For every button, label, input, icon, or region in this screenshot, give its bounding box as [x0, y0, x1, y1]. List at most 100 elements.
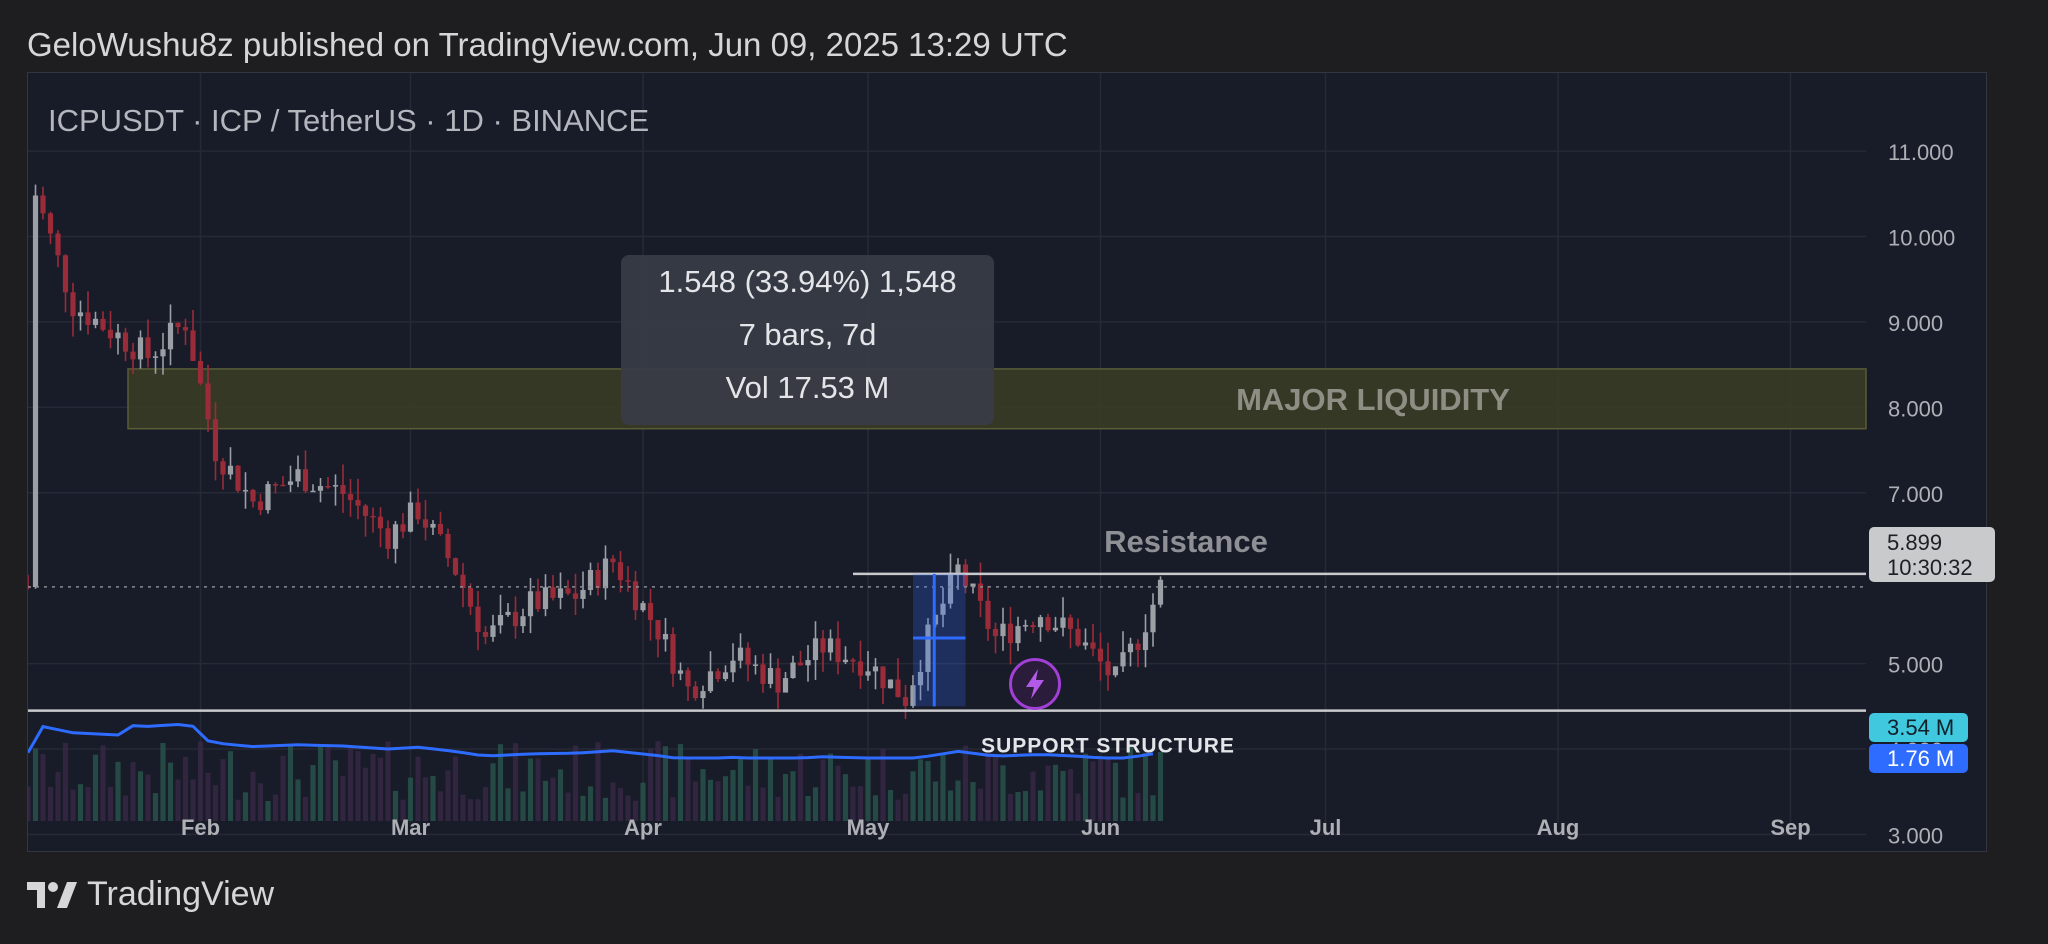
volume-bar: [985, 752, 991, 821]
volume-bar: [805, 795, 811, 821]
volume-bar: [362, 767, 369, 821]
volume-bar: [572, 745, 579, 821]
volume-bar: [970, 782, 976, 821]
volume-bar: [865, 757, 871, 821]
symbol-title: ICPUSDT · ICP / TetherUS · 1D · BINANCE: [48, 103, 650, 138]
volume-bar: [797, 753, 804, 821]
candle-body: [977, 583, 984, 601]
volume-bar: [722, 776, 729, 821]
volume-bar: [1007, 794, 1014, 821]
candle-body: [917, 671, 924, 686]
candle-body: [677, 670, 684, 674]
candle-body: [167, 322, 174, 350]
volume-bar: [28, 786, 31, 821]
resistance-label: Resistance: [1104, 524, 1268, 559]
volume-bar: [932, 781, 939, 821]
candle-body: [242, 489, 249, 492]
candle-body: [377, 516, 384, 529]
candle-body: [32, 195, 39, 588]
volume-bar: [505, 788, 511, 821]
candle-body: [1127, 643, 1134, 653]
volume-bar: [265, 800, 271, 821]
volume-bar: [962, 745, 969, 821]
volume-badge-ma: 3.54 M: [1869, 713, 1968, 742]
volume-bar: [977, 788, 984, 821]
candle-body: [797, 662, 804, 666]
volume-bar: [655, 741, 661, 821]
volume-bar: [355, 751, 361, 821]
chart-panel[interactable]: 11.00010.0009.0008.0007.0005.0004.0003.0…: [27, 72, 1987, 852]
volume-bar: [1030, 771, 1036, 821]
volume-bar: [122, 795, 129, 821]
tradingview-footer[interactable]: TradingView: [27, 875, 274, 914]
volume-bar: [1075, 793, 1081, 821]
candle-body: [190, 330, 196, 361]
volume-bar: [820, 759, 826, 821]
volume-bar: [760, 787, 766, 821]
volume-bar: [632, 800, 639, 821]
candle-body: [100, 318, 106, 330]
candle-body: [340, 485, 346, 495]
y-tick-label: 11.000: [1888, 140, 1954, 165]
candle-body: [842, 659, 849, 663]
candle-body: [880, 666, 886, 689]
candle-body: [685, 670, 691, 687]
candle-body: [107, 329, 114, 339]
candle-body: [205, 383, 211, 420]
candle-body: [662, 633, 669, 640]
candle-body: [497, 615, 504, 626]
volume-badge-ma-label: 3.54 M: [1887, 715, 1955, 740]
candle-body: [535, 591, 541, 610]
volume-bar: [1090, 761, 1096, 821]
volume-bar: [1157, 752, 1164, 821]
volume-bar: [55, 771, 61, 821]
candle-body: [730, 660, 736, 673]
candle-body: [287, 481, 294, 485]
y-tick-label: 10.000: [1888, 226, 1955, 251]
x-tick-label: Mar: [391, 815, 431, 840]
volume-bar: [160, 742, 166, 821]
candle-body: [625, 580, 631, 582]
volume-bar: [490, 763, 496, 821]
candle-body: [940, 603, 946, 615]
candle-body: [407, 502, 414, 532]
volume-bar: [677, 744, 684, 821]
candle-body: [985, 600, 991, 629]
candle-body: [490, 625, 496, 637]
volume-bar: [340, 776, 346, 821]
candle-body: [227, 465, 234, 475]
volume-bar: [190, 779, 196, 821]
lightning-icon[interactable]: [1009, 658, 1061, 710]
candle-body: [482, 632, 489, 637]
volume-bar: [550, 777, 556, 821]
candle-body: [1075, 628, 1081, 646]
volume-bar: [700, 769, 706, 821]
volume-bar: [707, 779, 714, 821]
candlestick-chart[interactable]: 11.00010.0009.0008.0007.0005.0004.0003.0…: [28, 73, 1986, 851]
bar-countdown: 10:30:32: [1887, 555, 1973, 580]
candle-body: [430, 523, 436, 528]
volume-bar: [1052, 764, 1059, 821]
volume-bar: [1022, 791, 1029, 821]
candle-body: [572, 593, 579, 599]
candle-body: [452, 558, 459, 575]
volume-bar: [880, 748, 886, 821]
volume-bar: [595, 742, 601, 821]
volume-bar: [842, 774, 849, 821]
candle-body: [655, 620, 661, 640]
volume-bar: [145, 774, 151, 821]
publish-header: GeloWushu8z published on TradingView.com…: [27, 26, 1068, 63]
volume-bar: [280, 755, 286, 821]
candle-body: [970, 583, 976, 587]
x-tick-label: Aug: [1537, 815, 1580, 840]
volume-bar: [100, 745, 106, 821]
candle-body: [347, 494, 354, 500]
candle-body: [745, 647, 751, 665]
volume-bar: [827, 753, 834, 821]
volume-bar: [370, 754, 376, 821]
volume-bar: [32, 748, 39, 821]
volume-badge-current-label: 1.76 M: [1887, 746, 1955, 771]
tradingview-brand: TradingView: [87, 875, 275, 913]
volume-bar: [392, 790, 399, 821]
volume-bar: [647, 748, 654, 821]
